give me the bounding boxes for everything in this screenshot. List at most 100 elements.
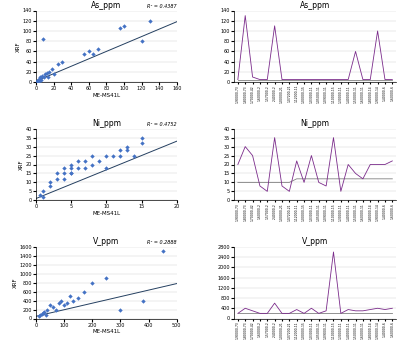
ME-MS41L <box>346 177 350 181</box>
Point <box>34 77 41 82</box>
Point <box>75 158 82 164</box>
Point <box>89 162 96 167</box>
ME-MS41L <box>258 311 262 315</box>
XRF <box>375 29 380 33</box>
Point <box>103 153 110 158</box>
Line: ME-MS41L: ME-MS41L <box>238 179 392 182</box>
XRF <box>382 307 387 312</box>
Point <box>36 76 43 82</box>
Point <box>59 59 66 64</box>
Point <box>61 171 67 176</box>
Point <box>36 192 43 198</box>
ME-MS41L <box>316 77 321 82</box>
Point <box>40 36 46 41</box>
ME-MS41L <box>346 311 350 315</box>
Y-axis label: XRF: XRF <box>16 41 21 52</box>
Point <box>40 194 46 199</box>
ME-MS41L <box>390 177 395 181</box>
ME-MS41L <box>236 311 240 315</box>
ME-MS41L <box>250 180 255 184</box>
Point <box>46 69 52 75</box>
XRF <box>243 145 248 149</box>
X-axis label: ME-MS41L: ME-MS41L <box>92 211 120 216</box>
Point <box>37 312 44 318</box>
XRF <box>390 306 395 310</box>
XRF <box>243 14 248 18</box>
ME-MS41L <box>353 177 358 181</box>
ME-MS41L <box>324 177 328 181</box>
XRF <box>346 162 350 167</box>
XRF <box>236 162 240 167</box>
Point <box>49 66 55 72</box>
XRF <box>331 135 336 140</box>
ME-MS41L <box>287 180 292 184</box>
XRF <box>309 77 314 82</box>
XRF <box>360 77 365 82</box>
Point <box>41 74 47 80</box>
Line: XRF: XRF <box>238 138 392 191</box>
Point <box>124 147 131 153</box>
XRF <box>375 162 380 167</box>
Title: V_ppm: V_ppm <box>302 237 328 246</box>
ME-MS41L <box>236 180 240 184</box>
X-axis label: ME-MS41L: ME-MS41L <box>92 329 120 334</box>
XRF <box>258 184 262 188</box>
ME-MS41L <box>272 180 277 184</box>
Text: R² = 0.4752: R² = 0.4752 <box>147 122 177 127</box>
ME-MS41L <box>294 177 299 181</box>
XRF <box>287 189 292 194</box>
Point <box>38 77 44 82</box>
ME-MS41L <box>382 77 387 82</box>
Point <box>43 70 50 76</box>
ME-MS41L <box>287 311 292 315</box>
ME-MS41L <box>294 311 299 315</box>
ME-MS41L <box>338 77 343 82</box>
Point <box>116 26 123 31</box>
ME-MS41L <box>272 77 277 82</box>
ME-MS41L <box>368 77 373 82</box>
Point <box>40 189 46 194</box>
Point <box>68 162 74 167</box>
Point <box>50 304 56 310</box>
Point <box>61 165 67 171</box>
XRF <box>272 301 277 305</box>
ME-MS41L <box>258 77 262 82</box>
Point <box>81 289 87 294</box>
ME-MS41L <box>243 180 248 184</box>
Point <box>44 307 50 312</box>
ME-MS41L <box>294 77 299 82</box>
Point <box>36 314 42 319</box>
Text: R² = 0.2888: R² = 0.2888 <box>147 240 177 245</box>
XRF <box>280 184 284 188</box>
ME-MS41L <box>360 77 365 82</box>
Title: Ni_ppm: Ni_ppm <box>300 119 330 128</box>
XRF <box>316 180 321 184</box>
ME-MS41L <box>346 77 350 82</box>
ME-MS41L <box>265 180 270 184</box>
XRF <box>265 77 270 82</box>
Point <box>96 158 102 164</box>
ME-MS41L <box>331 177 336 181</box>
ME-MS41L <box>316 177 321 181</box>
ME-MS41L <box>280 311 284 315</box>
Point <box>43 312 49 318</box>
ME-MS41L <box>353 311 358 315</box>
ME-MS41L <box>309 311 314 315</box>
ME-MS41L <box>382 177 387 181</box>
XRF <box>316 311 321 315</box>
ME-MS41L <box>280 180 284 184</box>
Point <box>131 153 138 158</box>
XRF <box>265 311 270 315</box>
XRF <box>324 309 328 313</box>
Point <box>50 72 57 77</box>
Point <box>69 298 76 303</box>
XRF <box>272 24 277 28</box>
Point <box>55 61 61 67</box>
ME-MS41L <box>302 177 306 181</box>
Point <box>61 176 67 182</box>
XRF <box>302 180 306 184</box>
ME-MS41L <box>302 77 306 82</box>
ME-MS41L <box>280 77 284 82</box>
XRF <box>353 49 358 54</box>
Point <box>117 153 124 158</box>
